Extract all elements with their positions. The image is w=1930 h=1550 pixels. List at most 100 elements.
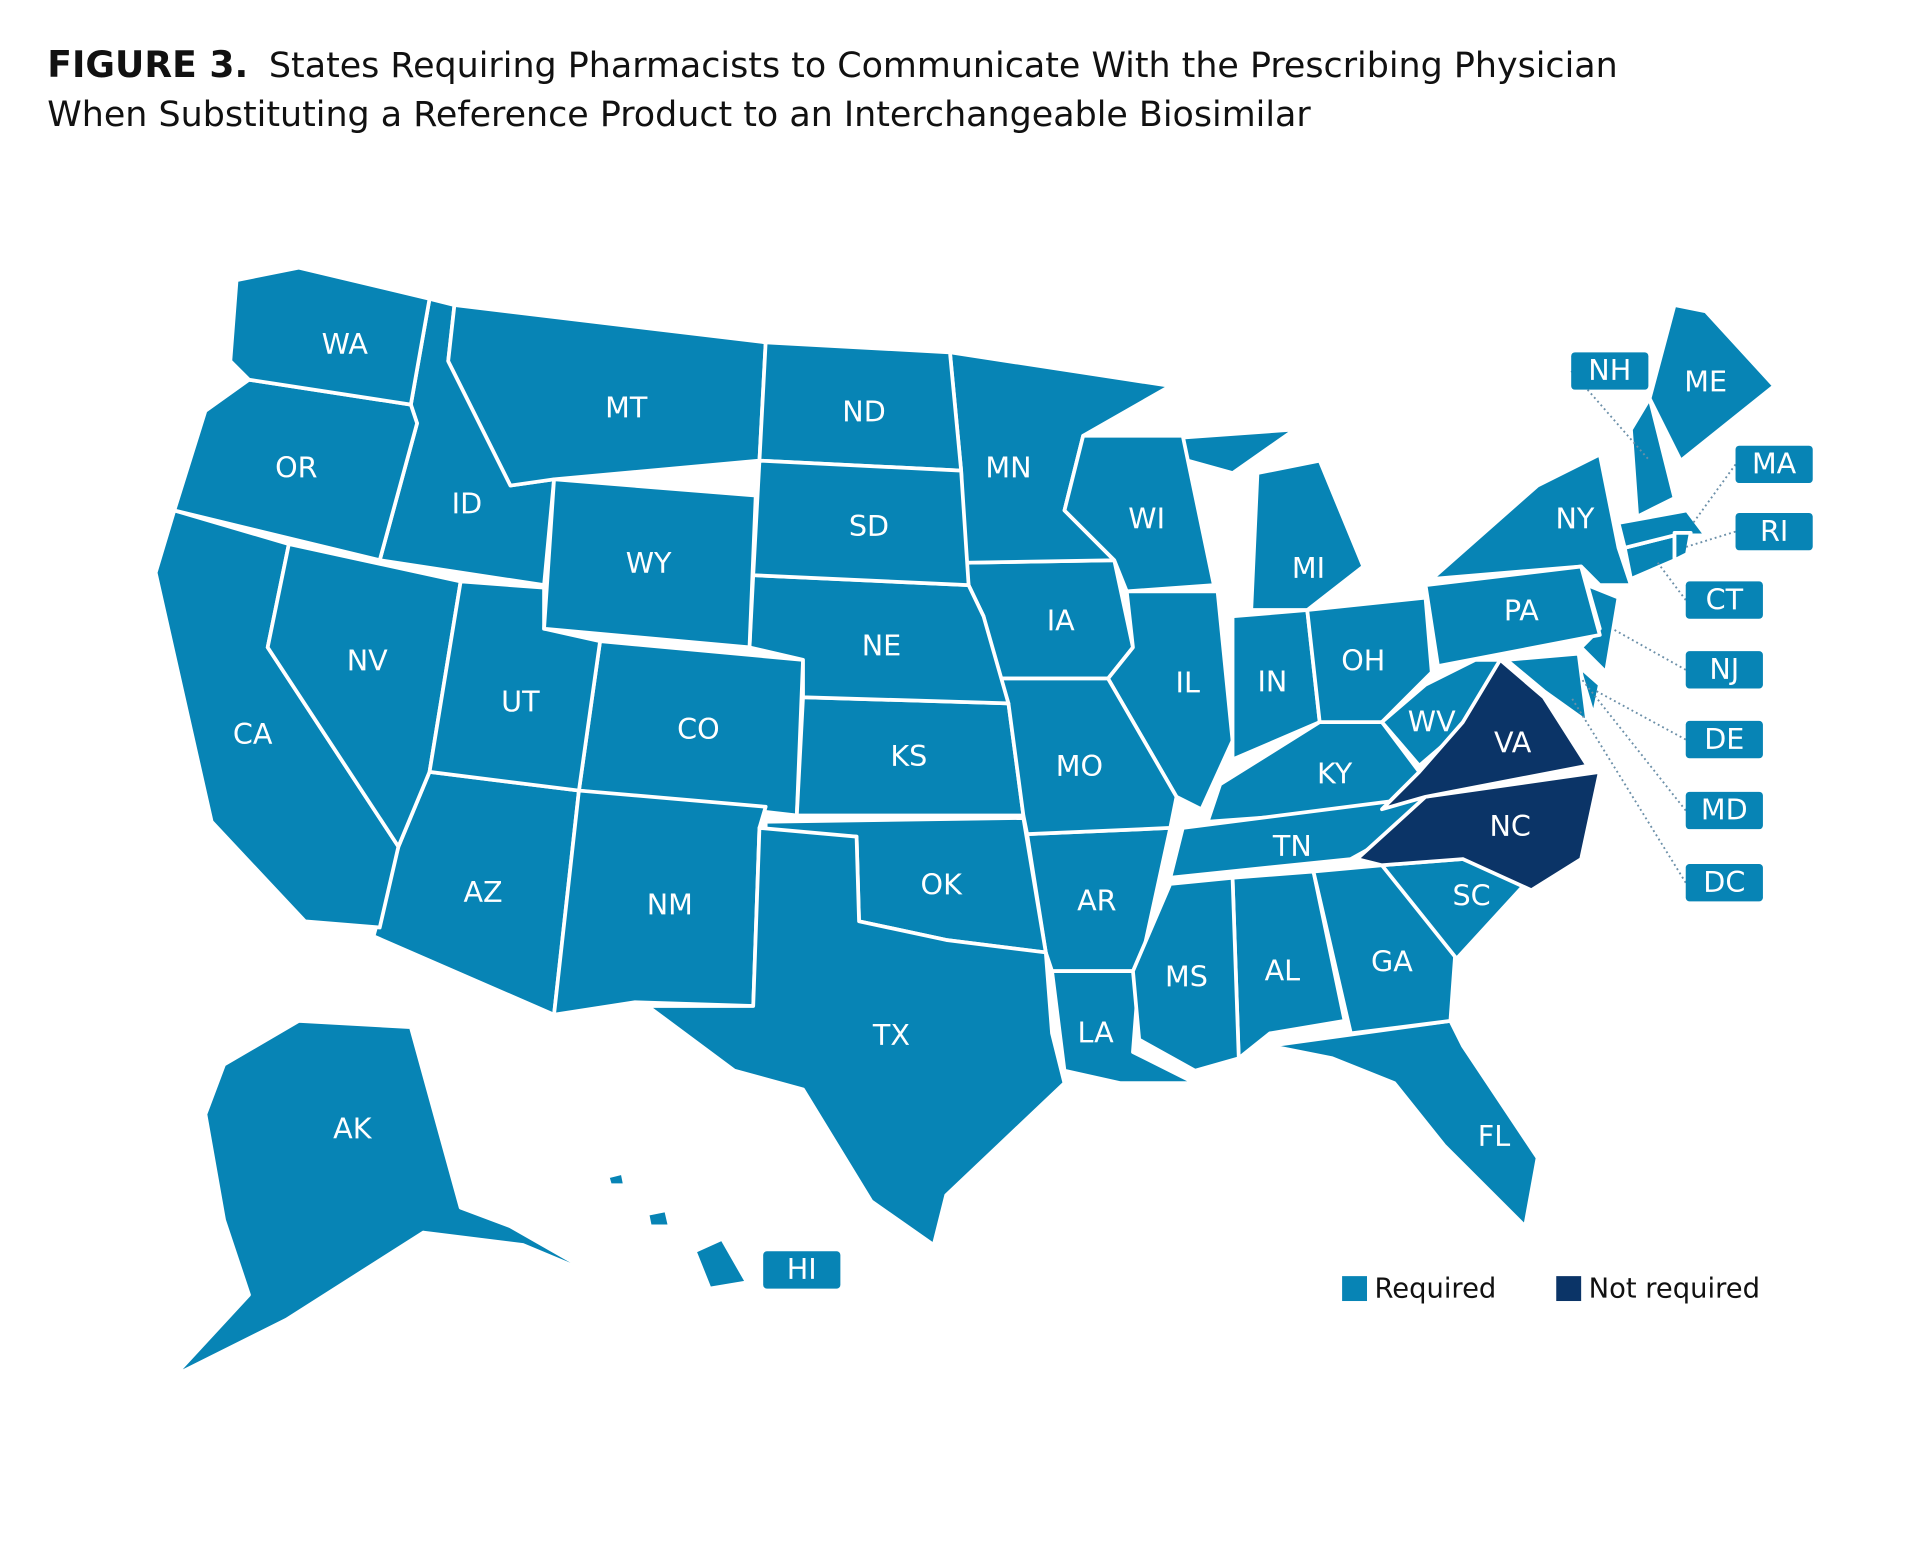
- state-shape: [1423, 564, 1602, 668]
- label-box: [1685, 651, 1763, 689]
- state-label: AZ: [463, 875, 502, 909]
- state-label: NJ: [1709, 652, 1739, 686]
- state-label: TN: [1272, 829, 1312, 863]
- leader-line: [1580, 677, 1687, 812]
- state-label: NE: [862, 628, 902, 662]
- state-shape: [172, 1019, 600, 1378]
- label-box: [1735, 445, 1813, 484]
- state-label: IN: [1257, 665, 1287, 699]
- label-box: [763, 1251, 841, 1289]
- legend-label: Not required: [1589, 1273, 1760, 1304]
- state-shape: [1629, 396, 1677, 519]
- label-box: [1685, 720, 1763, 759]
- label-box: [1685, 581, 1763, 619]
- state-shape: [1380, 657, 1590, 812]
- state-label: TX: [872, 1018, 910, 1052]
- state-shape: [1672, 530, 1693, 563]
- state-shape: [1647, 303, 1776, 463]
- state-shape: [1504, 651, 1590, 724]
- state-label: IA: [1047, 604, 1075, 638]
- state-label: MT: [605, 391, 648, 425]
- state-label: NY: [1555, 501, 1594, 535]
- state-label: AR: [1077, 884, 1117, 918]
- state-shape: [645, 826, 1067, 1247]
- state-label: SC: [1453, 879, 1491, 913]
- states: [153, 265, 1776, 1378]
- state-label: MS: [1165, 960, 1208, 994]
- state-label: FL: [1478, 1119, 1510, 1153]
- state-label: CO: [677, 712, 720, 746]
- state-label: AL: [1265, 953, 1301, 987]
- leader-line: [1570, 696, 1687, 884]
- state-shape: [427, 579, 602, 793]
- state-label: AK: [333, 1111, 373, 1145]
- subtitle-line: When Substituting a Reference Product to…: [47, 95, 1311, 135]
- state-label: NH: [1588, 353, 1631, 387]
- state-shape: [994, 676, 1179, 837]
- legend: Required Not required: [1342, 1273, 1760, 1304]
- state-label: OR: [275, 450, 318, 484]
- state-shape: [1305, 595, 1434, 724]
- state-label: NV: [347, 643, 388, 677]
- state-label: CT: [1706, 582, 1744, 616]
- map-root: FIGURE 3. States Requiring Pharmacists t…: [47, 43, 1813, 1378]
- state-shape: [265, 542, 463, 849]
- state-label: HI: [787, 1252, 817, 1286]
- state-shape: [1576, 664, 1602, 718]
- state-label: DC: [1703, 865, 1745, 899]
- legend-swatch: [1556, 1276, 1582, 1302]
- state-label: SD: [849, 509, 889, 543]
- state-shape: [747, 573, 1011, 706]
- state-label: LA: [1078, 1016, 1115, 1050]
- state-label: WI: [1128, 501, 1165, 535]
- state-shape: [1131, 875, 1241, 1073]
- leader-line: [1682, 530, 1736, 549]
- state-label: MN: [985, 450, 1031, 484]
- state-label: CA: [233, 717, 273, 751]
- state-label: RI: [1760, 514, 1788, 548]
- state-shape: [1268, 1019, 1540, 1229]
- state-shape: [692, 1236, 749, 1291]
- state-label: PA: [1504, 594, 1539, 628]
- state-label: NM: [647, 887, 693, 921]
- state-shape: [605, 1170, 627, 1188]
- state-label: OH: [1341, 643, 1385, 677]
- state-label: VA: [1494, 726, 1532, 760]
- state-label: ME: [1684, 364, 1727, 398]
- state-shape: [1249, 458, 1366, 612]
- state-label: MO: [1056, 749, 1103, 783]
- state-label: DE: [1704, 722, 1744, 756]
- state-label: ND: [842, 394, 885, 428]
- state-label: GA: [1371, 945, 1413, 979]
- subtitle-line: States Requiring Pharmacists to Communic…: [269, 46, 1618, 86]
- state-shape: [1429, 452, 1633, 588]
- leader-line: [1655, 559, 1687, 601]
- label-box: [1685, 864, 1763, 902]
- leader-line: [1611, 627, 1687, 671]
- state-shape: [1106, 589, 1235, 812]
- state-label: WY: [626, 546, 672, 580]
- state-shape: [228, 265, 432, 407]
- state-label: KS: [890, 739, 927, 773]
- legend-label: Required: [1374, 1273, 1496, 1304]
- state-label: KY: [1317, 757, 1353, 791]
- state-label: WA: [322, 327, 369, 361]
- state-label: OK: [921, 867, 964, 901]
- state-label: ID: [452, 486, 482, 520]
- figure-title: FIGURE 3.: [47, 43, 248, 86]
- state-shape: [1380, 657, 1509, 768]
- state-labels: AK AL AR AZ CA CO CT DC DE FL GA HI IA ID IL IN KS KY LA MA…: [233, 327, 1813, 1289]
- state-label: IL: [1176, 666, 1200, 700]
- state-label: MD: [1701, 793, 1748, 827]
- state-label: NC: [1489, 809, 1530, 843]
- state-shape: [542, 477, 758, 650]
- leader-line: [1595, 690, 1687, 741]
- state-label: UT: [501, 684, 540, 718]
- state-label: MI: [1292, 551, 1325, 585]
- leader-line: [1692, 463, 1737, 524]
- label-box: [1685, 791, 1763, 830]
- label-box: [1571, 352, 1649, 390]
- state-shape: [1062, 433, 1216, 594]
- legend-swatch: [1342, 1276, 1368, 1302]
